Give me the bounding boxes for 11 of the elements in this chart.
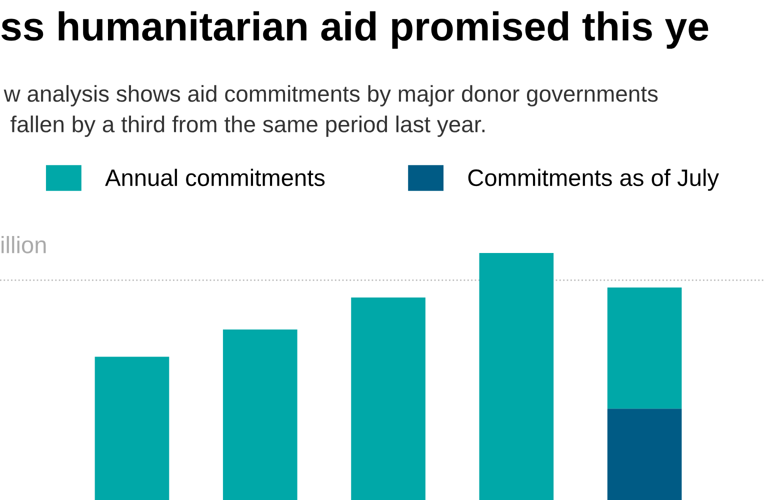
- bar: [351, 297, 426, 500]
- bar: [94, 356, 170, 500]
- bar: [607, 408, 682, 500]
- chart-subtitle: w analysis shows aid commitments by major donor governments fallen by a third from the same period last year.: [4, 85, 658, 137]
- chart-title: ss humanitarian aid promised this ye: [1, 11, 708, 49]
- legend-label: Commitments as of July: [468, 168, 719, 191]
- legend-label: Annual commitments: [105, 168, 325, 186]
- bar: [479, 252, 554, 500]
- bar: [222, 330, 298, 500]
- y-axis-title: illion: [2, 236, 46, 254]
- bar: [607, 288, 682, 409]
